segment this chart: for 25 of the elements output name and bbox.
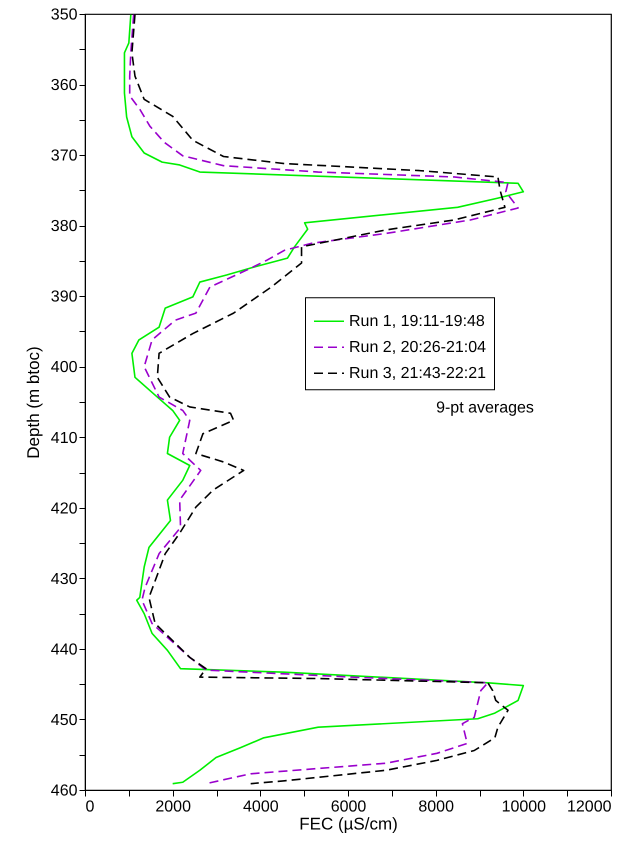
x-tick-label: 2000 — [155, 798, 192, 816]
x-tick-label: 8000 — [418, 798, 454, 816]
y-axis-title: Depth (m btoc) — [24, 346, 43, 459]
annotation: 9-pt averages — [436, 399, 534, 416]
y-tick-label: 370 — [50, 148, 78, 165]
x-tick-label: 0 — [86, 798, 94, 816]
x-tick-label: 6000 — [330, 798, 366, 816]
legend-label: Run 1, 19:11-19:48 — [349, 313, 485, 330]
y-tick-label: 360 — [50, 77, 78, 94]
y-tick-label: 450 — [50, 712, 78, 729]
legend-label: Run 2, 20:26-21:04 — [349, 339, 486, 356]
x-tick-label: 12000 — [567, 798, 612, 816]
x-axis-title: FEC (µS/cm) — [299, 814, 398, 834]
x-tick-label: 4000 — [243, 798, 279, 816]
y-tick-label: 430 — [50, 570, 78, 588]
y-tick-label: 440 — [50, 641, 78, 658]
x-tick-label: 10000 — [502, 798, 546, 816]
legend-label: Run 3, 21:43-22:21 — [349, 365, 486, 382]
y-tick-label: 390 — [50, 288, 78, 306]
y-tick-label: 380 — [50, 218, 78, 236]
y-tick-label: 420 — [50, 500, 78, 518]
y-tick-label: 350 — [50, 6, 78, 24]
y-tick-label: 460 — [50, 782, 78, 800]
y-tick-label: 410 — [50, 430, 78, 447]
y-tick-label: 400 — [50, 359, 78, 376]
